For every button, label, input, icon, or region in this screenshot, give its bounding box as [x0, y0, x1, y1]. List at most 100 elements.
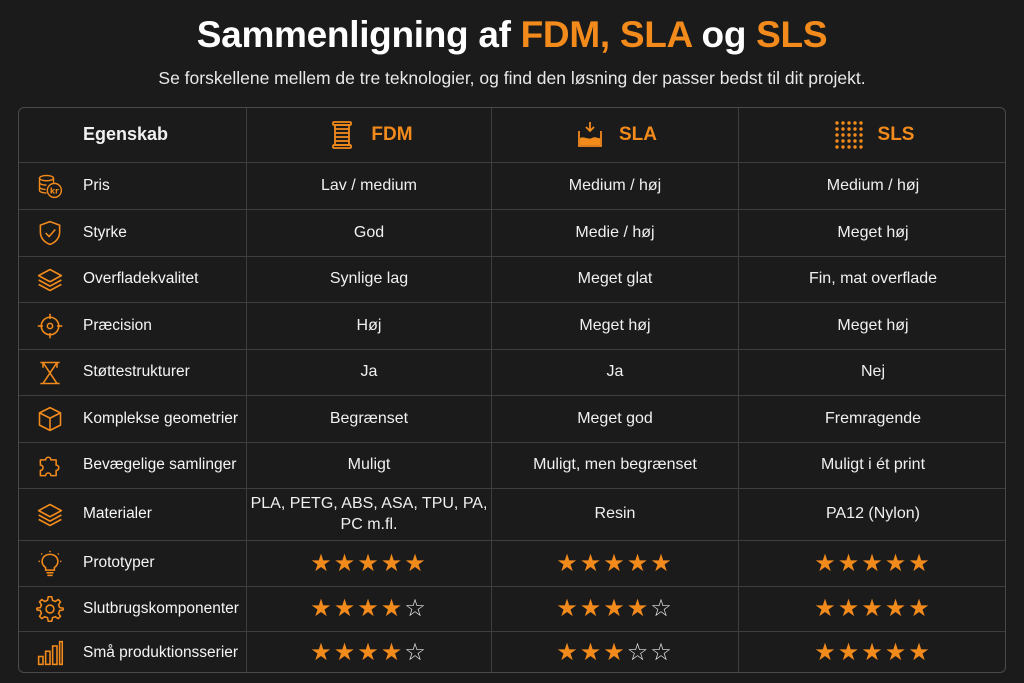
value-cell: Meget høj [739, 210, 1005, 257]
shield-check-icon [35, 218, 65, 248]
star-filled-icon: ★ [357, 638, 381, 667]
value-cell: Medium / høj [739, 163, 1005, 210]
support-structure-icon [35, 358, 65, 388]
star-filled-icon: ★ [861, 594, 885, 623]
star-filled-icon: ★ [333, 548, 358, 577]
star-filled-icon: ★ [626, 594, 651, 623]
bar-chart-icon [35, 638, 65, 668]
star-filled-icon: ★ [333, 638, 358, 667]
title-sla: SLA [619, 14, 692, 55]
star-rating: ★★★★★ [310, 548, 428, 579]
title-comma: , [599, 14, 620, 55]
header-property-cell: Egenskab [19, 108, 247, 163]
star-rating: ★★★☆☆ [556, 637, 674, 668]
star-filled-icon: ★ [310, 594, 334, 623]
row-label: Pris [83, 176, 110, 194]
header-tech-sls: SLS [739, 108, 1005, 163]
row-label-cell: Bevægelige samlinger [19, 443, 247, 489]
rating-cell: ★★★★☆ [247, 632, 492, 672]
value-cell: Muligt [247, 443, 492, 489]
star-filled-icon: ★ [310, 638, 334, 667]
value-cell: Ja [492, 350, 739, 396]
star-filled-icon: ★ [310, 548, 334, 577]
row-label-cell: Komplekse geometrier [19, 396, 247, 443]
rating-cell: ★★★★★ [739, 587, 1005, 632]
row-label-cell: Overfladekvalitet [19, 257, 247, 303]
star-filled-icon: ★ [650, 548, 674, 577]
row-label-cell: kr Pris [19, 163, 247, 210]
rating-cell: ★★★★★ [739, 632, 1005, 672]
star-filled-icon: ★ [837, 638, 862, 667]
star-filled-icon: ★ [884, 638, 909, 667]
rating-label: Prototyper [83, 554, 155, 572]
row-label-cell: Styrke [19, 210, 247, 257]
layers-icon [35, 500, 65, 530]
star-rating: ★★★★★ [556, 548, 674, 579]
value-cell: Ja [247, 350, 492, 396]
star-filled-icon: ★ [626, 548, 651, 577]
value-cell: Synlige lag [247, 257, 492, 303]
value-cell: Meget høj [739, 303, 1005, 350]
value-cell: Fin, mat overflade [739, 257, 1005, 303]
star-rating: ★★★★★ [814, 593, 932, 624]
star-filled-icon: ★ [861, 548, 885, 577]
page-subtitle: Se forskellene mellem de tre teknologier… [158, 68, 866, 88]
value-cell: Nej [739, 350, 1005, 396]
gear-icon [35, 594, 65, 624]
page-title: Sammenligning af FDM, SLA og SLS [0, 14, 1024, 56]
value-cell: Resin [492, 489, 739, 541]
row-label-cell: Materialer [19, 489, 247, 541]
star-filled-icon: ★ [884, 594, 909, 623]
resin-vat-icon [573, 118, 607, 152]
star-filled-icon: ★ [814, 594, 838, 623]
rating-label: Små produktionsserier [83, 643, 239, 661]
rating-cell: ★★★★★ [492, 541, 739, 587]
star-empty-icon: ☆ [650, 638, 674, 667]
value-cell: Begrænset [247, 396, 492, 443]
star-filled-icon: ★ [579, 594, 604, 623]
layers-icon [35, 265, 65, 295]
value-cell: Meget glat [492, 257, 739, 303]
cube-icon [35, 404, 65, 434]
star-rating: ★★★★☆ [556, 593, 674, 624]
rating-label-cell: Prototyper [19, 541, 247, 587]
value-cell: PLA, PETG, ABS, ASA, TPU, PA, PC m.fl. [247, 489, 492, 541]
header-property-label: Egenskab [83, 124, 169, 145]
star-filled-icon: ★ [380, 594, 405, 623]
coins-kr-icon: kr [35, 171, 65, 201]
star-filled-icon: ★ [357, 548, 381, 577]
value-cell: Muligt i ét print [739, 443, 1005, 489]
row-label: Komplekse geometrier [83, 409, 239, 427]
star-filled-icon: ★ [579, 638, 604, 667]
header-tech-label: SLS [877, 123, 915, 145]
lightbulb-icon [35, 549, 65, 579]
star-filled-icon: ★ [404, 548, 428, 577]
star-filled-icon: ★ [837, 548, 862, 577]
crosshair-icon [35, 311, 65, 341]
star-filled-icon: ★ [380, 548, 405, 577]
header-tech-label: FDM [371, 123, 413, 145]
title-og: og [691, 14, 757, 55]
rating-label-cell: Små produktionsserier [19, 632, 247, 672]
row-label: Styrke [83, 223, 127, 241]
value-cell: Medium / høj [492, 163, 739, 210]
star-filled-icon: ★ [556, 594, 580, 623]
row-label-cell: Præcision [19, 303, 247, 350]
row-label: Bevægelige samlinger [83, 456, 237, 474]
header-tech-sla: SLA [492, 108, 739, 163]
row-label-cell: Støttestrukturer [19, 350, 247, 396]
rating-cell: ★★★★★ [247, 541, 492, 587]
star-filled-icon: ★ [556, 548, 580, 577]
star-rating: ★★★★★ [814, 637, 932, 668]
rating-cell: ★★★★☆ [492, 587, 739, 632]
star-filled-icon: ★ [814, 548, 838, 577]
value-cell: Meget god [492, 396, 739, 443]
star-filled-icon: ★ [884, 548, 909, 577]
star-filled-icon: ★ [357, 594, 381, 623]
value-cell: God [247, 210, 492, 257]
header-tech-fdm: FDM [247, 108, 492, 163]
star-empty-icon: ☆ [404, 594, 428, 623]
star-filled-icon: ★ [908, 548, 932, 577]
star-filled-icon: ★ [380, 638, 405, 667]
star-filled-icon: ★ [837, 594, 862, 623]
